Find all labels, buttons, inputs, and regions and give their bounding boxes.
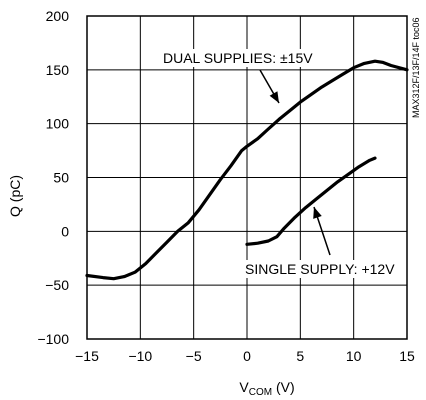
annotation-dual-supplies-arrowhead [269, 91, 279, 103]
x-tick-label: 0 [243, 348, 251, 364]
x-axis-label-sub: COM [249, 387, 272, 398]
annotation-single-supply-text: SINGLE SUPPLY: +12V [245, 261, 395, 277]
y-tick-label: 200 [46, 8, 70, 24]
y-tick-label: −50 [45, 277, 69, 293]
x-tick-label: 5 [296, 348, 304, 364]
x-tick-labels: −15 −10 −5 0 5 10 15 [75, 348, 415, 364]
grid [87, 16, 407, 339]
figure-id-label: MAX312F/13F/14F toc06 [411, 17, 421, 118]
plot-frame [86, 15, 408, 340]
series-group [85, 59, 409, 281]
series-line-single-supply [245, 156, 377, 246]
x-tick-label: −5 [186, 348, 202, 364]
annotation-dual-supplies-backing [160, 49, 317, 67]
y-tick-labels: −100 −50 0 50 100 150 200 [37, 8, 69, 347]
x-tick-label: 15 [399, 348, 415, 364]
y-tick-label: 50 [53, 170, 69, 186]
y-axis-label: Q (pC) [7, 175, 23, 217]
annotation-single-supply-arrowhead [313, 207, 322, 219]
y-tick-label: 150 [46, 62, 70, 78]
x-axis-label-unit: (V) [272, 379, 295, 395]
y-tick-label: −100 [37, 331, 69, 347]
annotation-single-supply-backing [242, 260, 399, 278]
series-line-dual-supplies [85, 59, 409, 281]
x-tick-label: −15 [75, 348, 99, 364]
annotations: DUAL SUPPLIES: ±15V SINGLE SUPPLY: +12V [160, 49, 399, 278]
y-tick-label: 100 [46, 116, 70, 132]
y-tick-label: 0 [61, 223, 69, 239]
annotation-dual-supplies-text: DUAL SUPPLIES: ±15V [163, 50, 313, 66]
x-axis-label: VCOM (V) [239, 379, 294, 398]
x-axis-label-main: V [239, 379, 249, 395]
x-tick-label: 10 [346, 348, 362, 364]
x-tick-label: −10 [128, 348, 152, 364]
